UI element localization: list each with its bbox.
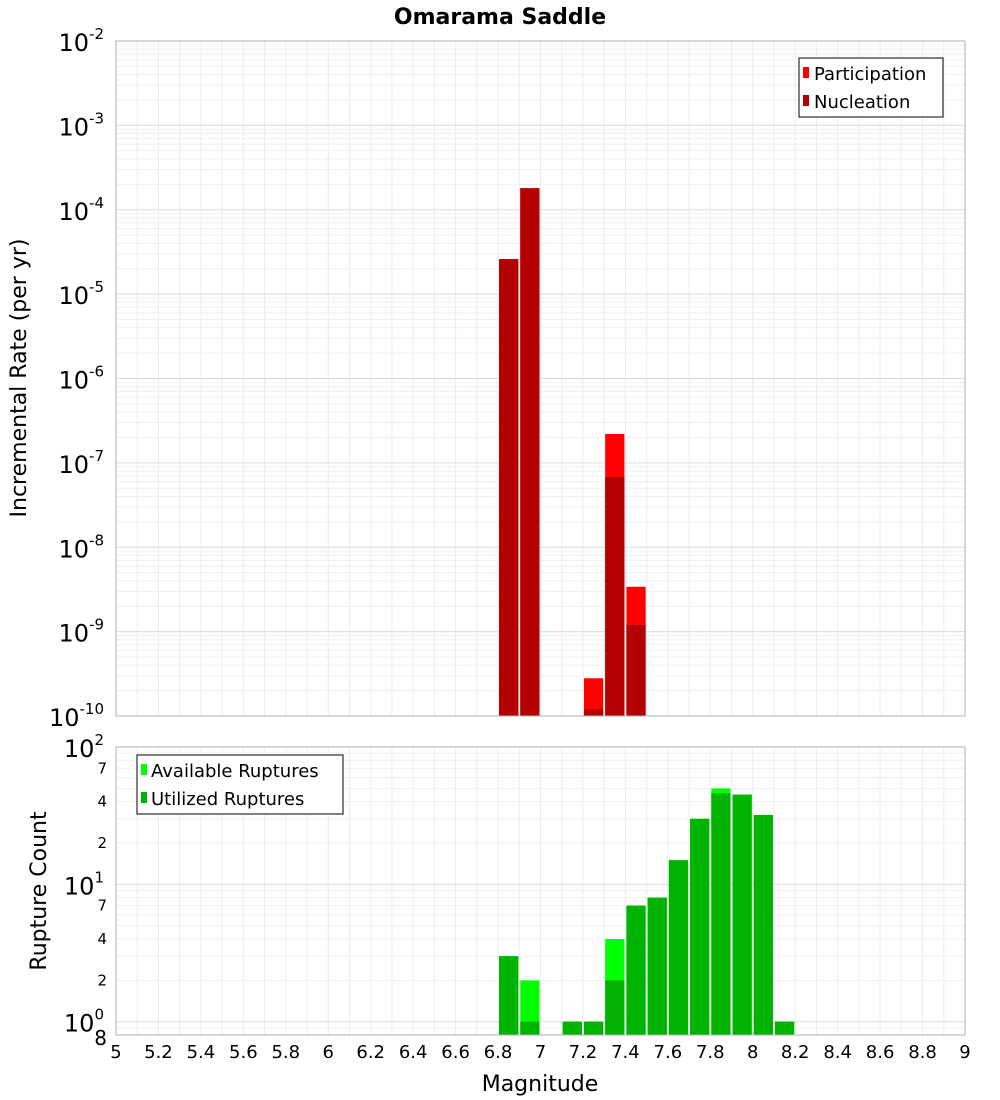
participation-swatch: [803, 67, 809, 78]
top-y-tick-label: 10-8: [58, 531, 104, 563]
x-tick-label: 8.6: [866, 1042, 895, 1063]
top-bars: [499, 188, 646, 717]
bottom-bars: [499, 788, 795, 1035]
count-bar-a: [520, 980, 540, 1035]
x-tick-label: 6.6: [441, 1042, 470, 1063]
count-bar-b: [690, 818, 710, 1035]
rate-bar-a: [583, 678, 604, 716]
bottom-y-minor-tick: 7: [97, 897, 107, 915]
x-tick-label: 7.8: [696, 1042, 725, 1063]
x-tick-label: 6.2: [356, 1042, 385, 1063]
x-tick-label: 6: [323, 1042, 334, 1063]
top-y-tick-label: 10-5: [58, 278, 104, 310]
x-tick-label: 5.2: [144, 1042, 173, 1063]
utilized-swatch: [141, 792, 147, 803]
rupture-count-panel: 102 101 100 7 4 2 7 4 2 8 5 5.2 5.4 5.6 5.8 6 6.2 6.4 6.6…: [27, 731, 971, 1097]
bottom-y-minor-tick: 4: [97, 930, 107, 948]
count-bar-b: [605, 980, 625, 1035]
count-bar-b: [668, 860, 689, 1035]
x-tick-label: 7.4: [611, 1042, 640, 1063]
x-tick-label: 6.4: [399, 1042, 428, 1063]
count-bar-b: [562, 1021, 582, 1035]
rate-bar-b: [520, 188, 540, 717]
top-y-tick-label: 10-6: [58, 363, 104, 395]
bottom-y-axis-label: Rupture Count: [27, 811, 52, 971]
count-bar-b: [774, 1021, 795, 1035]
bottom-y-minor-tick: 4: [97, 793, 107, 811]
rate-bar-b: [499, 259, 519, 716]
rate-bar-b: [605, 477, 625, 716]
count-bar-b: [732, 794, 752, 1035]
rate-bar-b: [583, 709, 604, 716]
x-tick-labels: 5 5.2 5.4 5.6 5.8 6 6.2 6.4 6.6 6.8 7 7.2 7.4 7.6 7.8 8…: [110, 1042, 970, 1063]
x-tick-label: 5: [110, 1042, 121, 1063]
top-plot-frame: [115, 40, 966, 717]
bottom-plot-frame: [115, 746, 966, 1036]
x-tick-label: 8.8: [908, 1042, 937, 1063]
top-y-tick-label: 10-3: [58, 109, 104, 141]
bottom-y-major-tick: 102: [64, 731, 104, 763]
rate-bar-b: [626, 624, 646, 716]
participation-legend-label: Participation: [814, 64, 926, 85]
utilized-legend-label: Utilized Ruptures: [151, 789, 304, 810]
bottom-legend: Available Ruptures Utilized Ruptures: [136, 754, 344, 815]
chart-title: Omarama Saddle: [394, 5, 606, 30]
bottom-y-major-tick: 100: [64, 1006, 104, 1038]
bottom-legend-box: [136, 754, 344, 815]
top-legend: Participation Nucleation: [798, 57, 944, 118]
x-axis-label: Magnitude: [482, 1072, 599, 1097]
count-bar-b: [583, 1021, 604, 1035]
top-y-tick-label: 10-7: [58, 447, 104, 479]
x-tick-label: 8.4: [823, 1042, 852, 1063]
top-y-axis-label: Incremental Rate (per yr): [7, 239, 32, 518]
x-tick-label: 8.2: [781, 1042, 810, 1063]
bottom-y-minor-tick: 8: [94, 1026, 107, 1050]
nucleation-legend-label: Nucleation: [814, 92, 910, 113]
bottom-y-minor-tick: 2: [97, 971, 107, 989]
count-bar-b: [626, 905, 646, 1035]
x-tick-label: 9: [959, 1042, 970, 1063]
top-y-tick-labels: 10-2 10-3 10-4 10-5 10-6 10-7 10-8 10-9 10-10: [49, 25, 104, 732]
bottom-y-tick-labels: 102 101 100 7 4 2 7 4 2 8: [64, 731, 107, 1050]
count-bar-b: [711, 793, 731, 1035]
top-y-tick-label: 10-2: [58, 25, 104, 57]
top-gridlines: [115, 41, 966, 717]
x-tick-label: 8: [747, 1042, 758, 1063]
x-tick-label: 6.8: [484, 1042, 513, 1063]
count-bar-b: [647, 897, 667, 1035]
x-tick-label: 5.4: [187, 1042, 216, 1063]
x-tick-label: 7: [535, 1042, 546, 1063]
count-bar-b: [499, 956, 519, 1035]
top-y-tick-label: 10-4: [58, 194, 104, 226]
available-legend-label: Available Ruptures: [151, 761, 319, 782]
x-tick-label: 7.6: [654, 1042, 683, 1063]
bottom-y-major-tick: 101: [64, 868, 104, 900]
bottom-y-minor-tick: 7: [97, 759, 107, 777]
count-bar-b: [520, 1021, 540, 1035]
top-y-tick-label: 10-10: [49, 700, 104, 732]
bottom-y-minor-tick: 2: [97, 834, 107, 852]
incremental-rate-panel: 10-2 10-3 10-4 10-5 10-6 10-7 10-8 10-9 10-10 In…: [7, 25, 966, 732]
x-tick-label: 7.2: [569, 1042, 598, 1063]
top-legend-box: [798, 57, 944, 118]
count-bar-b: [753, 814, 773, 1035]
x-tick-label: 5.6: [229, 1042, 258, 1063]
x-tick-label: 5.8: [271, 1042, 300, 1063]
available-swatch: [141, 764, 147, 775]
top-y-tick-label: 10-9: [58, 616, 104, 648]
nucleation-swatch: [803, 95, 809, 106]
